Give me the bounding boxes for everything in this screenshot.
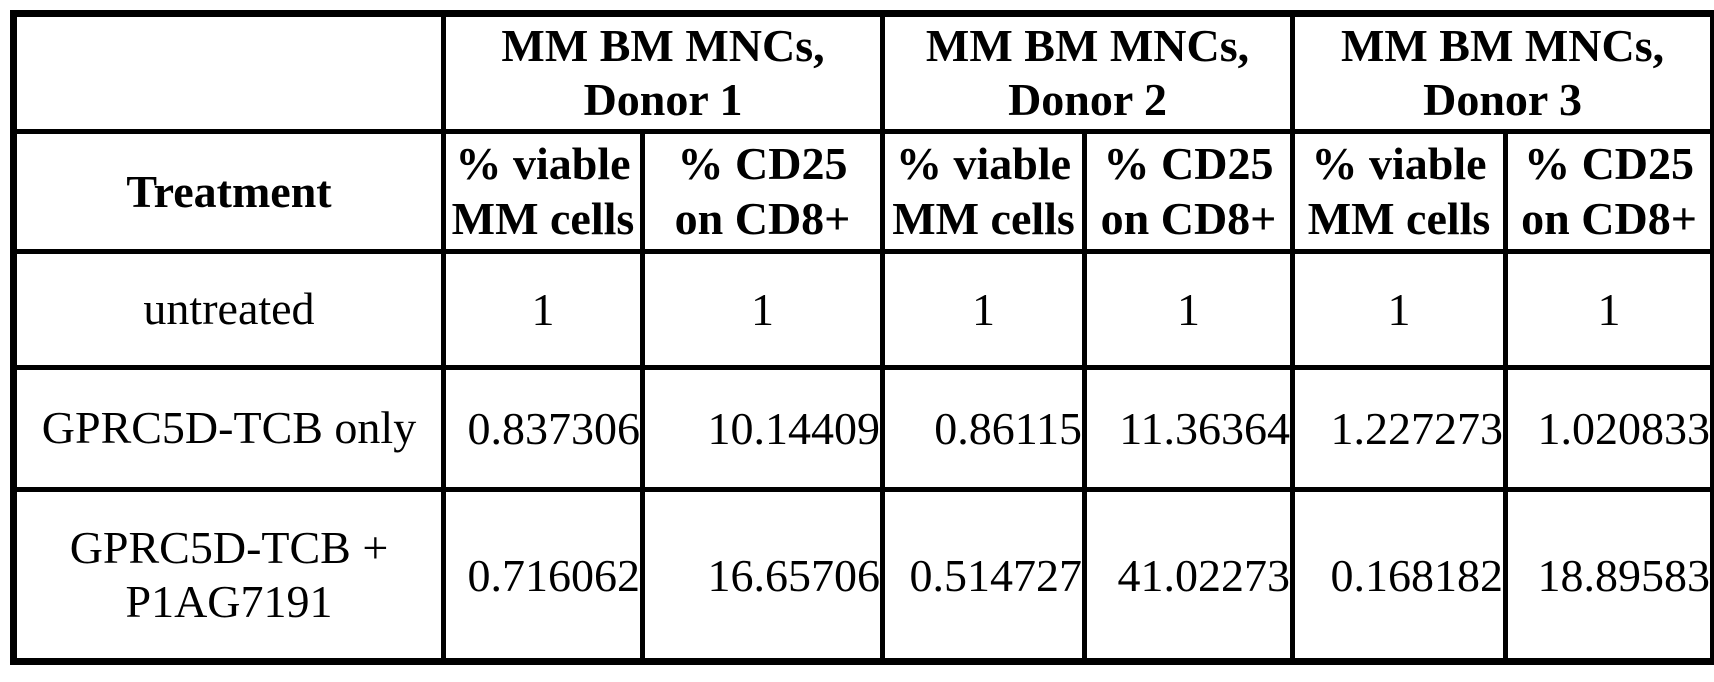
- value-cell: 41.02273: [1082, 487, 1296, 664]
- metric-header-line2: MM cells: [892, 192, 1075, 244]
- value-cell: 16.65706: [639, 487, 886, 664]
- metric-header-line1: % viable: [895, 138, 1072, 190]
- table-row-untreated: untreated 1 1 1 1 1 1: [11, 249, 1714, 370]
- metric-header-row: Treatment % viable MM cells % CD25 on CD…: [11, 129, 1714, 254]
- metric-header-line2: on CD8+: [1100, 192, 1277, 244]
- value-cell: 11.36364: [1082, 365, 1296, 492]
- metric-header-line2: MM cells: [451, 192, 635, 244]
- metric-header-viable-d1: % viable MM cells: [441, 129, 645, 254]
- value-cell: 1: [1082, 249, 1296, 370]
- metric-header-viable-d3: % viable MM cells: [1290, 129, 1509, 254]
- row-label-untreated: untreated: [11, 249, 446, 370]
- treatment-header-cell: Treatment: [11, 129, 446, 254]
- metric-header-line1: % CD25: [1524, 138, 1695, 190]
- metric-header-line2: MM cells: [1307, 192, 1491, 244]
- table-row-gprc5d-tcb-only: GPRC5D-TCB only 0.837306 10.14409 0.8611…: [11, 365, 1714, 492]
- donor-header-donor-2: MM BM MNCs, Donor 2: [880, 11, 1296, 134]
- corner-cell: [11, 11, 446, 134]
- value-cell: 0.514727: [880, 487, 1088, 664]
- metric-header-line1: % viable: [1311, 138, 1487, 190]
- value-cell: 1: [639, 249, 886, 370]
- metric-header-line1: % viable: [455, 138, 631, 190]
- results-table: MM BM MNCs, Donor 1 MM BM MNCs, Donor 2 …: [10, 10, 1714, 665]
- value-cell: 0.837306: [441, 365, 645, 492]
- row-label-line1: GPRC5D-TCB +: [69, 521, 389, 573]
- donor-header-donor-1: MM BM MNCs, Donor 1: [440, 11, 886, 134]
- metric-header-cd25-d3: % CD25 on CD8+: [1503, 129, 1714, 254]
- value-cell: 1: [1503, 249, 1714, 370]
- value-cell: 0.716062: [441, 487, 645, 664]
- metric-header-cd25-d2: % CD25 on CD8+: [1082, 129, 1296, 254]
- metric-header-line1: % CD25: [1103, 138, 1274, 190]
- donor-header-line1: MM BM MNCs,: [501, 19, 825, 71]
- value-cell: 0.168182: [1290, 487, 1509, 664]
- value-cell: 1: [880, 249, 1088, 370]
- donor-header-row: MM BM MNCs, Donor 1 MM BM MNCs, Donor 2 …: [11, 11, 1714, 134]
- row-label-line2: P1AG7191: [125, 576, 333, 627]
- value-cell: 1: [441, 249, 645, 370]
- value-cell: 1: [1290, 249, 1509, 370]
- metric-header-line2: on CD8+: [674, 192, 851, 244]
- donor-header-line1: MM BM MNCs,: [925, 19, 1250, 71]
- donor-header-line2: Donor 1: [583, 74, 743, 125]
- value-cell: 18.89583: [1503, 487, 1714, 664]
- value-cell: 1.227273: [1290, 365, 1509, 492]
- value-cell: 10.14409: [639, 365, 886, 492]
- donor-header-line1: MM BM MNCs,: [1340, 19, 1665, 71]
- donor-header-donor-3: MM BM MNCs, Donor 3: [1290, 11, 1714, 134]
- row-label-gprc5d-tcb-p1ag7191: GPRC5D-TCB + P1AG7191: [11, 487, 446, 664]
- donor-header-line2: Donor 2: [1008, 74, 1167, 125]
- table-row-gprc5d-tcb-p1ag7191: GPRC5D-TCB + P1AG7191 0.716062 16.65706 …: [11, 487, 1714, 664]
- value-cell: 1.020833: [1503, 365, 1714, 492]
- metric-header-viable-d2: % viable MM cells: [880, 129, 1088, 254]
- row-label-gprc5d-tcb-only: GPRC5D-TCB only: [11, 365, 446, 492]
- metric-header-line2: on CD8+: [1521, 192, 1697, 244]
- metric-header-cd25-d1: % CD25 on CD8+: [639, 129, 886, 254]
- donor-header-line2: Donor 3: [1423, 74, 1582, 125]
- value-cell: 0.86115: [880, 365, 1088, 492]
- metric-header-line1: % CD25: [677, 138, 848, 190]
